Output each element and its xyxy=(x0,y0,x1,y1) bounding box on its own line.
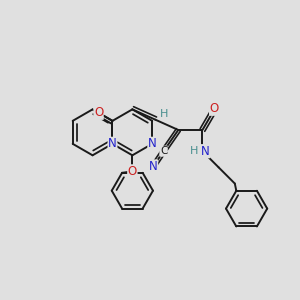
Text: O: O xyxy=(128,165,137,178)
Text: N: N xyxy=(108,137,117,150)
Text: H: H xyxy=(160,110,168,119)
Text: O: O xyxy=(210,102,219,115)
Text: N: N xyxy=(149,160,158,173)
Text: N: N xyxy=(201,145,210,158)
Text: O: O xyxy=(94,106,103,119)
Text: H: H xyxy=(190,146,198,156)
Text: C: C xyxy=(160,146,167,156)
Text: N: N xyxy=(148,137,157,150)
